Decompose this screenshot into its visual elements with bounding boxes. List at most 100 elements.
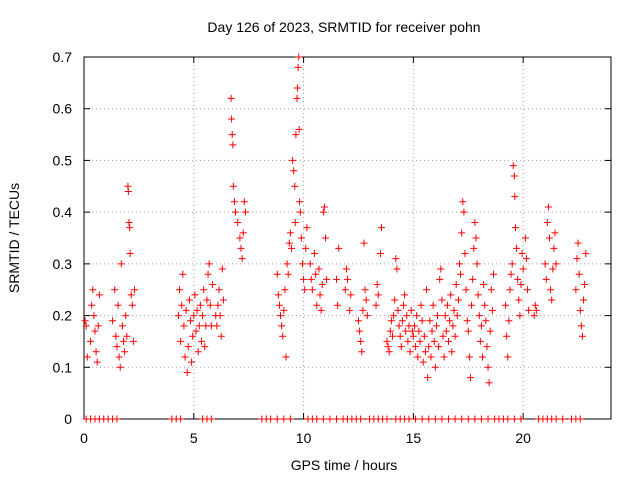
data-point bbox=[197, 337, 205, 345]
y-tick-label: 0.3 bbox=[53, 256, 73, 272]
data-point bbox=[87, 337, 95, 345]
data-point bbox=[184, 343, 192, 351]
data-point bbox=[517, 415, 525, 423]
data-point bbox=[361, 286, 369, 294]
data-point bbox=[378, 224, 386, 232]
data-point bbox=[440, 353, 448, 361]
data-point bbox=[392, 255, 400, 263]
data-point bbox=[344, 275, 351, 283]
data-point bbox=[425, 343, 433, 351]
data-point bbox=[546, 234, 554, 242]
data-point bbox=[403, 312, 411, 320]
data-point bbox=[582, 250, 590, 258]
data-point bbox=[307, 275, 315, 283]
data-point bbox=[517, 281, 525, 289]
data-point bbox=[297, 234, 305, 242]
data-point bbox=[127, 291, 135, 299]
data-point bbox=[286, 415, 294, 423]
data-point bbox=[113, 415, 121, 423]
data-point bbox=[291, 218, 299, 226]
data-point bbox=[115, 353, 123, 361]
data-point bbox=[394, 306, 402, 314]
data-point bbox=[267, 415, 275, 423]
data-point bbox=[300, 275, 308, 283]
data-point bbox=[372, 301, 380, 309]
data-point bbox=[295, 53, 303, 61]
data-point bbox=[458, 415, 466, 423]
x-tick-label: 10 bbox=[296, 430, 312, 446]
data-point bbox=[426, 317, 434, 325]
y-tick-label: 0.2 bbox=[53, 308, 73, 324]
data-point bbox=[188, 358, 196, 366]
data-point bbox=[398, 317, 406, 325]
data-point bbox=[385, 348, 393, 356]
data-point bbox=[397, 343, 405, 351]
data-point bbox=[573, 255, 581, 263]
data-point bbox=[357, 415, 365, 423]
data-point bbox=[547, 286, 555, 294]
data-point bbox=[284, 270, 292, 278]
data-point bbox=[449, 322, 457, 330]
data-point bbox=[389, 332, 397, 340]
data-point bbox=[465, 353, 473, 361]
data-point bbox=[322, 234, 330, 242]
data-point bbox=[208, 281, 216, 289]
data-point bbox=[451, 332, 459, 340]
y-axis-title: SRMTID / TECUs bbox=[6, 183, 22, 293]
data-point bbox=[117, 260, 125, 268]
data-point bbox=[356, 327, 364, 335]
data-point bbox=[280, 306, 288, 314]
data-point bbox=[435, 343, 443, 351]
data-point bbox=[521, 234, 529, 242]
data-point bbox=[505, 317, 513, 325]
data-point bbox=[482, 317, 490, 325]
data-point bbox=[311, 250, 319, 258]
data-point bbox=[189, 332, 197, 340]
data-point bbox=[408, 327, 416, 335]
data-point bbox=[81, 317, 89, 325]
data-point bbox=[126, 250, 134, 258]
data-point bbox=[460, 208, 468, 216]
data-point bbox=[507, 270, 515, 278]
data-point bbox=[386, 327, 394, 335]
data-point bbox=[552, 260, 560, 268]
data-point bbox=[524, 286, 532, 294]
data-point bbox=[232, 208, 240, 216]
data-point bbox=[278, 322, 286, 330]
data-point bbox=[123, 332, 131, 340]
data-point bbox=[543, 218, 551, 226]
data-point bbox=[200, 286, 208, 294]
chart-title: Day 126 of 2023, SRMTID for receiver poh… bbox=[207, 19, 480, 35]
data-point bbox=[82, 322, 90, 330]
data-point bbox=[464, 327, 472, 335]
data-point bbox=[196, 301, 204, 309]
data-point bbox=[179, 270, 187, 278]
data-point bbox=[431, 415, 439, 423]
data-point bbox=[383, 415, 391, 423]
x-tick-label: 0 bbox=[80, 430, 88, 446]
data-point bbox=[376, 250, 384, 258]
data-point bbox=[293, 84, 301, 92]
data-point bbox=[483, 343, 491, 351]
data-point bbox=[481, 301, 489, 309]
data-point bbox=[393, 265, 401, 273]
data-point bbox=[472, 234, 480, 242]
data-point bbox=[92, 348, 100, 356]
data-point bbox=[451, 415, 459, 423]
data-point bbox=[530, 312, 538, 320]
data-point bbox=[450, 306, 458, 314]
data-point bbox=[476, 337, 484, 345]
data-point bbox=[417, 301, 425, 309]
grid-lines bbox=[84, 57, 611, 419]
data-point bbox=[436, 275, 444, 283]
data-point bbox=[486, 327, 494, 335]
y-tick-label: 0.6 bbox=[53, 101, 73, 117]
data-point bbox=[199, 312, 207, 320]
data-point bbox=[410, 322, 418, 330]
data-point bbox=[423, 286, 431, 294]
data-point bbox=[218, 265, 226, 273]
data-point bbox=[230, 198, 238, 206]
data-point bbox=[317, 306, 325, 314]
data-point bbox=[359, 306, 367, 314]
data-point bbox=[511, 193, 519, 201]
